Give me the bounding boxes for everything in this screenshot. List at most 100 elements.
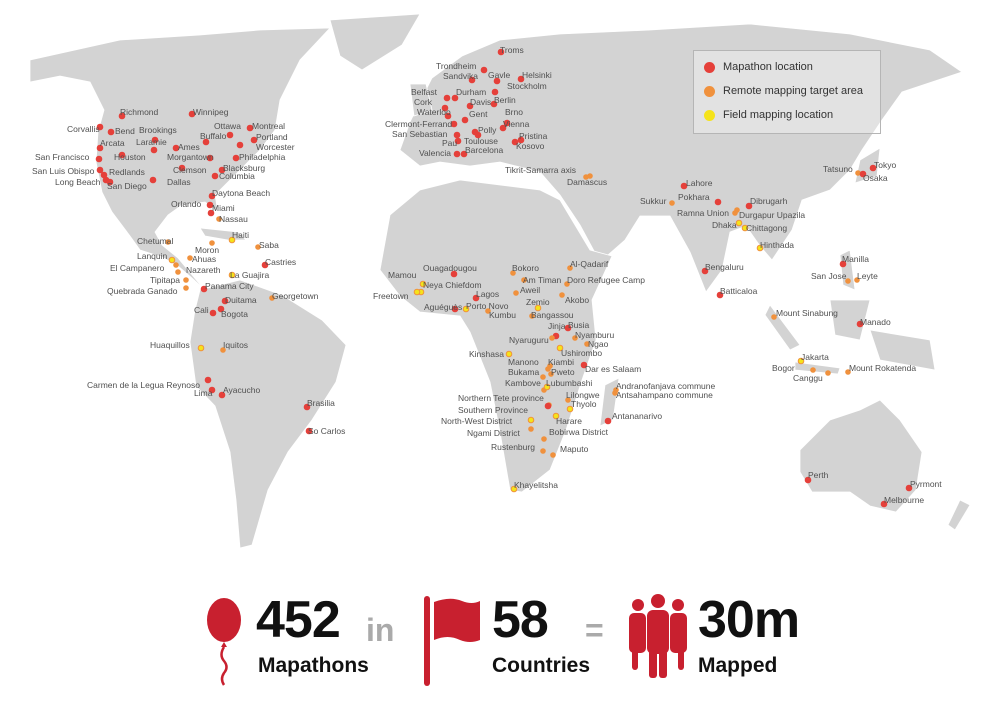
mapathon-location-marker [209,309,217,317]
mapathon-location-marker [680,182,688,190]
place-label: Bogor [772,363,795,373]
place-label: Bogota [221,309,248,319]
mapathon-location-marker [497,48,505,56]
mapathon-location-marker [221,297,229,305]
place-label: El Campanero [110,263,165,273]
place-label: Ushirombo [561,348,602,358]
world-map: Richmond Winnipeg Corvallis Bend Brookings Ot… [29,13,971,549]
place-label: Aweil [520,285,540,295]
place-label: Polly [478,125,497,135]
mapathons-count: 452 [256,591,341,649]
mapathon-location-marker [118,112,126,120]
mapathon-location-marker [451,305,459,313]
remote-location-marker [559,292,565,298]
place-label: Durgapur Upazila [739,210,805,220]
remote-location-marker [572,335,578,341]
mapathon-location-marker [107,128,115,136]
uk-ireland [409,83,433,117]
mapathon-location-marker [474,131,482,139]
mapathon-location-marker [745,202,753,210]
remote-location-marker [510,270,516,276]
remote-location-marker [810,367,816,373]
place-label: Lubumbashi [546,378,592,388]
place-label: Nazareth [186,265,221,275]
place-label: Lahore [686,178,713,188]
remote-location-marker [541,436,547,442]
field-location-marker [197,344,205,352]
place-label: Portland [256,132,288,142]
place-label: Blacksburg [223,163,265,173]
place-label: Gent [469,109,488,119]
place-label: Ouagadougou [423,263,477,273]
equals-text: = [585,612,604,648]
mapathon-location-marker [200,285,208,293]
mapathon-location-marker [188,110,196,118]
place-label: Dhaka [712,220,737,230]
place-label: Morgantown [167,152,214,162]
place-label: Panama City [205,281,254,291]
place-label: Pyrmont [910,479,942,489]
place-label: Georgetown [272,291,319,301]
place-label: Corvallis [67,124,100,134]
field-location-marker [534,304,542,312]
field-location-marker [741,224,749,232]
remote-location-marker [565,397,571,403]
place-label: Lagos [476,289,499,299]
red-dot-icon [704,61,715,73]
place-label: Houston [114,152,146,162]
remote-location-marker [513,290,519,296]
mapathon-location-marker [246,124,254,132]
balloon-icon [207,598,241,686]
place-label: San Diego [107,181,147,191]
remote-location-marker [173,262,179,268]
land-masses [29,13,971,549]
field-location-marker [543,383,551,391]
remote-location-marker [220,347,226,353]
mapathon-location-marker [511,138,519,146]
remote-location-marker [854,277,860,283]
place-label: Akobo [565,295,589,305]
remote-location-marker [547,363,553,369]
mapathon-location-marker [226,131,234,139]
place-label: Kumbu [489,310,516,320]
mapathon-location-marker [499,124,507,132]
place-label: Lima [194,388,213,398]
place-label: San Francisco [35,152,90,162]
remote-location-marker [540,374,546,380]
field-location-marker [413,288,421,296]
field-location-marker [168,256,176,264]
mapathon-location-marker [468,76,476,84]
mapathon-location-marker [218,391,226,399]
mapathon-location-marker [491,88,499,96]
place-label: Perth [808,470,829,480]
mapathon-location-marker [839,260,847,268]
mapathon-location-marker [451,94,459,102]
place-label: Bengaluru [705,262,744,272]
remote-location-marker [216,216,222,222]
mapped-count: 30m [698,591,800,649]
place-label: Ngao [588,339,609,349]
place-label: Gavle [488,70,510,80]
place-label: Miami [212,203,235,213]
mapathon-location-marker [493,77,501,85]
flag-icon [424,596,480,686]
field-location-marker [566,405,574,413]
place-label: Clemson [173,165,207,175]
place-label: Hinthada [760,240,794,250]
place-label: Canggu [793,373,823,383]
mapathon-location-marker [208,386,216,394]
place-label: Valencia [419,148,451,158]
place-label: Huaquillos [150,340,190,350]
legend-item-field: Field mapping location [704,103,880,127]
place-label: Kinshasa [469,349,504,359]
remote-location-marker [845,278,851,284]
place-label: Jinja [548,321,566,331]
place-label: Pristina [519,131,548,141]
orange-dot-icon [704,85,715,97]
mapathon-location-marker [461,116,469,124]
mapathon-location-marker [580,361,588,369]
remote-location-marker [255,244,261,250]
field-location-marker [527,416,535,424]
place-label: Maputo [560,444,589,454]
remote-location-marker [183,285,189,291]
